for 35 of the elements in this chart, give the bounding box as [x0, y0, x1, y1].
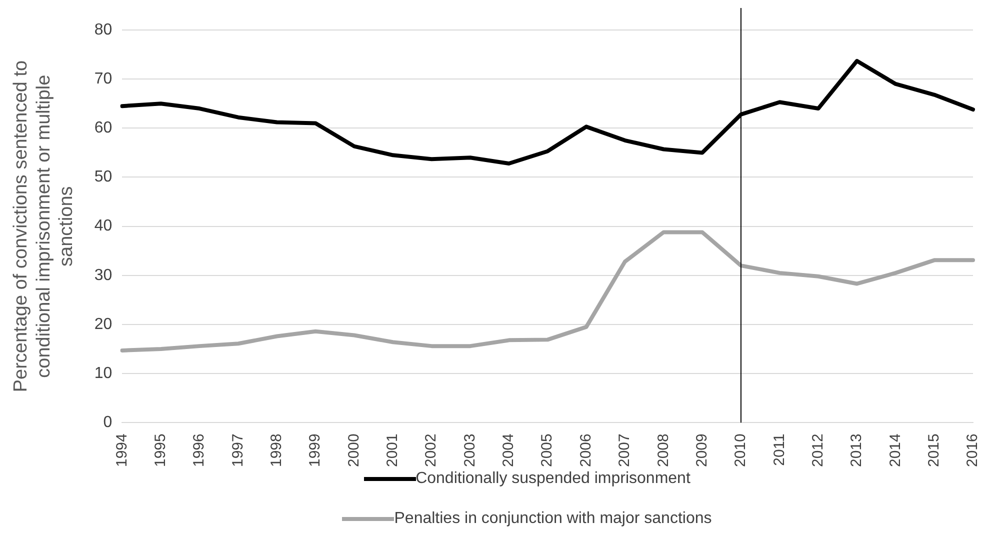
y-tick-label: 0 [103, 414, 112, 432]
x-tick-label: 2009 [693, 434, 710, 468]
x-tick-label: 2011 [770, 434, 788, 466]
x-tick-label: 1999 [306, 434, 324, 468]
legend-label: Conditionally suspended imprisonment [416, 470, 690, 488]
x-tick-label: 2000 [345, 434, 362, 468]
x-tick-label: 2012 [809, 434, 826, 468]
x-tick-label: 1998 [268, 434, 286, 468]
x-tick-label: 2014 [886, 434, 904, 468]
y-tick-label: 10 [94, 364, 112, 382]
y-tick-label: 70 [94, 70, 112, 88]
x-tick-label: 2006 [577, 434, 594, 468]
x-tick-label: 2003 [461, 434, 478, 468]
legend-label: Penalties in conjunction with major sanctions [394, 510, 712, 528]
x-tick-label: 1994 [113, 434, 130, 468]
x-tick-label: 2007 [616, 434, 634, 468]
y-tick-label: 80 [94, 21, 112, 38]
x-tick-label: 2013 [848, 434, 866, 468]
y-tick-label: 50 [94, 168, 112, 186]
x-tick-label: 2010 [732, 434, 750, 468]
x-tick-label: 2005 [538, 434, 556, 468]
y-tick-label: 40 [94, 218, 112, 235]
x-tick-label: 2004 [500, 434, 518, 468]
x-tick-label: 2002 [422, 434, 440, 468]
x-tick-label: 2008 [654, 434, 672, 468]
y-tick-label: 20 [94, 316, 112, 333]
y-tick-label: 60 [94, 120, 112, 137]
x-tick-label: 2001 [384, 434, 402, 468]
x-tick-label: 1996 [190, 434, 208, 468]
y-axis-title: Percentage of convictions sentenced to conditional imprisonment or multiple sanctions [10, 60, 78, 392]
x-tick-label: 1997 [229, 434, 246, 468]
x-tick-label: 1995 [152, 434, 170, 468]
x-tick-label: 2015 [925, 434, 942, 468]
y-tick-label: 30 [94, 266, 112, 284]
x-tick-label: 2016 [964, 434, 982, 468]
